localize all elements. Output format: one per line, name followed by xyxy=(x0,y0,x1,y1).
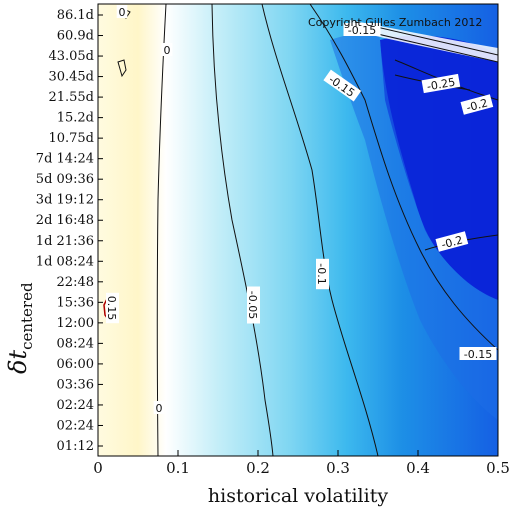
contour-label-text: -0.05 xyxy=(246,291,259,319)
x-tick-label: 0.1 xyxy=(166,459,190,477)
contour-label-bg xyxy=(323,69,362,102)
contour-minus-0.1 xyxy=(261,4,379,456)
x-tick-label: 0 xyxy=(93,459,103,477)
x-axis: 0 0.1 0.2 0.3 0.4 0.5 xyxy=(93,450,510,477)
contour-label-bg xyxy=(459,347,497,360)
y-tick-label: 60.9d xyxy=(57,29,94,44)
svg-text:δtcentered: δtcentered xyxy=(4,282,36,374)
contour-label-bg xyxy=(116,5,128,18)
y-tick-label: 1d 21:36 xyxy=(36,234,94,249)
x-tick-label: 0.3 xyxy=(326,459,350,477)
y-tick-label: 06:00 xyxy=(57,357,94,372)
x-tick-label: 0.4 xyxy=(406,459,430,477)
contour-label-bg xyxy=(247,286,260,324)
contour-label-bg xyxy=(153,401,165,414)
contour-label-bg xyxy=(161,43,173,56)
y-tick-label: 02:24 xyxy=(57,418,94,433)
x-tick-label: 0.2 xyxy=(246,459,270,477)
contour-label-text: 0 xyxy=(156,402,163,415)
contour-label: -0.2 xyxy=(435,231,469,252)
x-tick-label: 0.5 xyxy=(486,459,510,477)
y-axis-label-main: δt xyxy=(4,350,32,374)
y-tick-label: 7d 14:24 xyxy=(36,152,94,167)
y-tick-label: 2d 16:48 xyxy=(36,213,94,228)
y-tick-label: 86.1d xyxy=(57,8,94,23)
contour-label-text: -0.2 xyxy=(465,96,489,114)
contour-label: 0 xyxy=(153,401,165,415)
contour-label: 0 xyxy=(116,5,128,19)
contour-label-text: -0.2 xyxy=(440,233,464,251)
y-tick-label: 21.55d xyxy=(48,90,94,105)
y-tick-label: 01:12 xyxy=(57,439,94,454)
contour-label: -0.05 xyxy=(246,286,260,324)
contour-label: 0 xyxy=(161,43,173,57)
contour-minus-0.05 xyxy=(211,4,274,456)
y-tick-label: 12:00 xyxy=(57,316,94,331)
contour-label: -0.25 xyxy=(421,73,461,94)
contour-label-bg xyxy=(316,258,329,290)
y-tick-label: 30.45d xyxy=(48,70,94,85)
contour-zero xyxy=(156,4,167,456)
x-axis-label: historical volatility xyxy=(208,485,388,507)
contour-zero-left xyxy=(117,59,127,78)
contour-label: -0.15 xyxy=(343,23,381,37)
contour-label-bg xyxy=(460,94,494,115)
contour-label-text: 0 xyxy=(164,44,171,57)
y-tick-label: 5d 09:36 xyxy=(36,172,94,187)
contour-label-bg xyxy=(421,73,461,94)
mid-blue-region xyxy=(330,32,498,420)
y-tick-label: 15:36 xyxy=(57,295,94,310)
contour-label: -0.15 xyxy=(459,347,497,361)
contour-minus-0.15 xyxy=(309,4,498,351)
contour-label-bg xyxy=(106,292,119,324)
y-tick-label: 02:24 xyxy=(57,398,94,413)
contour-label-bg xyxy=(343,23,381,36)
contour-label-text: 0.15 xyxy=(105,296,118,321)
contour-label: -0.2 xyxy=(460,94,494,115)
y-tick-label: 03:36 xyxy=(57,377,94,392)
contour-label-text: -0.15 xyxy=(464,348,492,361)
y-axis-label-sub: centered xyxy=(18,282,36,350)
y-axis: 86.1d 60.9d 43.05d 30.45d 21.55d 15.2d 10.75d 7… xyxy=(36,8,103,454)
contour-label-text: -0.15 xyxy=(348,24,376,37)
y-tick-label: 10.75d xyxy=(48,131,94,146)
contour-label: 0.15 xyxy=(105,292,119,324)
contour-label-bg xyxy=(435,231,469,252)
contour-label-text: -0.25 xyxy=(426,76,456,94)
y-tick-label: 22:48 xyxy=(57,275,94,290)
y-tick-label: 1d 08:24 xyxy=(36,254,94,269)
contour-label: -0.1 xyxy=(315,258,329,290)
y-tick-label: 08:24 xyxy=(57,336,94,351)
y-tick-label: 43.05d xyxy=(48,49,94,64)
y-axis-label: δtcentered xyxy=(4,282,36,374)
heatmap-area xyxy=(98,4,498,456)
contour-label-text: -0.1 xyxy=(315,263,328,284)
y-tick-label: 15.2d xyxy=(57,111,94,126)
plot-frame xyxy=(97,3,499,457)
copyright-text: Copyright Gilles Zumbach 2012 xyxy=(308,16,482,29)
contour-label-text: 0 xyxy=(119,6,126,19)
white-top-right-band xyxy=(350,20,498,62)
y-tick-label: 3d 19:12 xyxy=(36,193,94,208)
